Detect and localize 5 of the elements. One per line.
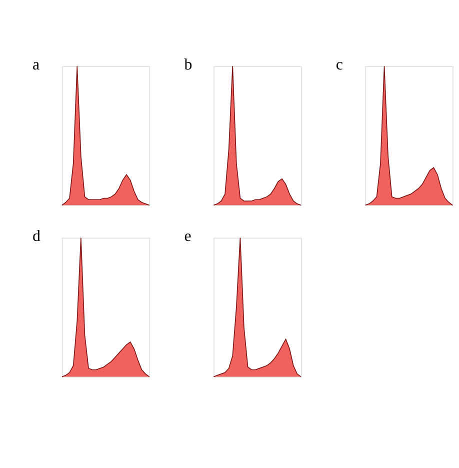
chart-title: d [32, 228, 41, 245]
chart-title: b [184, 56, 192, 74]
chart-title: e [184, 228, 192, 245]
chart-title: c [336, 56, 343, 74]
chart-title: a [32, 56, 40, 74]
